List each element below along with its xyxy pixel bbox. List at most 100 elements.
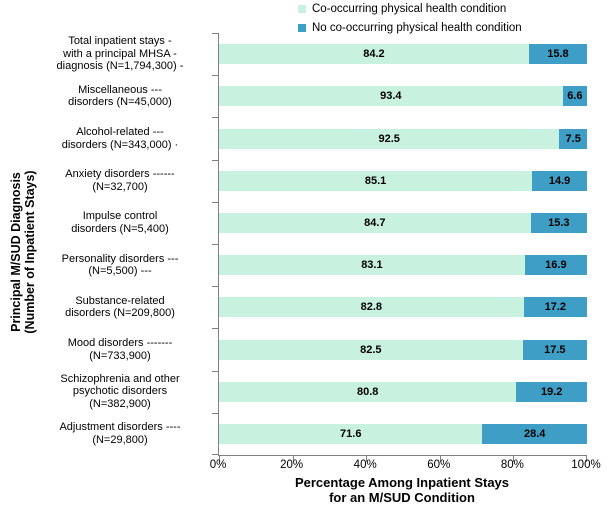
segment-value-label: 84.2 [363, 48, 385, 61]
stacked-bar: 84.2 15.8 [219, 44, 587, 65]
category-label: Anxiety disorders ------ (N=32,700) [65, 168, 175, 193]
segment-co-occurring: 71.6 [219, 423, 483, 444]
segment-value-label: 85.1 [364, 174, 387, 187]
stacked-bar: 83.1 16.9 [219, 255, 587, 276]
segment-value-label: 71.6 [340, 427, 362, 440]
x-axis-tick [292, 456, 294, 462]
x-axis-title-line2: for an M/SUD Condition [329, 490, 475, 505]
bar-row: 71.6 28.4 [219, 413, 587, 455]
segment-value-label: 83.1 [361, 259, 383, 272]
y-axis-title-line1: Principal M/SUD Diagnosis [9, 172, 23, 332]
segment-no-co-occurring: 15.8 [528, 44, 587, 65]
segment-no-co-occurring: 7.5 [559, 128, 587, 149]
bar-row: 82.5 17.5 [219, 328, 587, 370]
segment-value-label: 19.2 [540, 385, 563, 398]
x-axis-tick-label: 80% [500, 459, 524, 471]
x-axis-tick-label: 60% [427, 459, 451, 471]
x-axis-tick-label: 100% [571, 459, 601, 471]
segment-no-co-occurring: 15.3 [530, 212, 587, 233]
segment-no-co-occurring: 17.2 [523, 297, 587, 318]
y-axis-tick [212, 159, 218, 161]
segment-no-co-occurring: 17.5 [522, 339, 587, 360]
segment-co-occurring: 84.7 [219, 212, 531, 233]
category-label: Mood disorders ------- (N=733,900) [67, 337, 173, 362]
segment-no-co-occurring: 14.9 [532, 170, 587, 191]
category-label: Adjustment disorders ---- (N=29,800) [59, 421, 181, 446]
segment-co-occurring: 85.1 [219, 170, 533, 191]
segment-value-label: 93.4 [380, 90, 402, 103]
segment-co-occurring: 80.8 [219, 381, 517, 402]
y-axis-tick [212, 201, 218, 203]
segment-value-label: 80.8 [356, 385, 379, 398]
x-axis-tick-label: 20% [280, 459, 304, 471]
stacked-bar: 92.5 7.5 [219, 128, 587, 149]
x-axis-title: Percentage Among Inpatient Stays for an … [218, 475, 586, 505]
segment-co-occurring: 92.5 [219, 128, 560, 149]
legend-swatch-no-co-occurring-icon [298, 24, 306, 32]
category-label: Impulse control disorders (N=5,400) [71, 210, 169, 235]
segment-co-occurring: 82.5 [219, 339, 523, 360]
category-label: Miscellaneous --- disorders (N=45,000) [68, 83, 172, 109]
legend-label: No co-occurring physical health conditio… [312, 22, 522, 34]
segment-co-occurring: 82.8 [219, 297, 524, 318]
segment-co-occurring: 83.1 [219, 255, 525, 276]
segment-no-co-occurring: 19.2 [516, 381, 587, 402]
segment-value-label: 84.7 [364, 216, 386, 229]
segment-value-label: 15.8 [547, 48, 569, 61]
category-label: Alcohol-related --- disorders (N=343,000)… [61, 126, 179, 151]
segment-co-occurring: 93.4 [219, 86, 563, 107]
segment-value-label: 17.5 [544, 343, 566, 356]
x-axis-tick [439, 456, 441, 462]
legend-item-no-co-occurring: No co-occurring physical health conditio… [298, 22, 522, 34]
segment-value-label: 16.9 [545, 259, 567, 272]
stacked-bar: 82.8 17.2 [219, 297, 587, 318]
bar-row: 80.8 19.2 [219, 371, 587, 413]
bar-row: 83.1 16.9 [219, 244, 587, 286]
y-axis-tick [212, 328, 218, 330]
segment-value-label: 92.5 [378, 132, 400, 145]
segment-no-co-occurring: 6.6 [562, 86, 587, 107]
segment-value-label: 7.5 [565, 132, 581, 145]
y-axis-tick [212, 454, 218, 455]
category-label: Schizophrenia and other psychotic disorde… [60, 372, 180, 410]
segment-value-label: 6.6 [567, 90, 583, 103]
bar-row: 84.2 15.8 [219, 33, 587, 75]
segment-value-label: 15.3 [548, 216, 570, 229]
segment-value-label: 28.4 [524, 427, 546, 440]
y-axis-tick [212, 33, 218, 34]
bar-row: 93.4 6.6 [219, 75, 587, 117]
stacked-bar: 84.7 15.3 [219, 212, 587, 233]
segment-no-co-occurring: 16.9 [524, 255, 587, 276]
legend: Co-occurring physical health condition N… [298, 3, 522, 34]
y-axis-tick [212, 370, 218, 372]
segment-no-co-occurring: 28.4 [482, 423, 587, 444]
bar-row: 82.8 17.2 [219, 286, 587, 328]
x-axis-tick [513, 456, 515, 462]
x-axis-tick-label: 0% [209, 459, 227, 471]
x-axis-tick [219, 456, 220, 462]
x-axis-tick [586, 456, 587, 462]
y-axis-tick [212, 117, 218, 119]
category-labels: Total inpatient stays - with a principal … [28, 33, 212, 455]
segment-co-occurring: 84.2 [219, 44, 529, 65]
stacked-bar: 71.6 28.4 [219, 423, 587, 444]
bar-row: 84.7 15.3 [219, 202, 587, 244]
bar-row: 92.5 7.5 [219, 117, 587, 159]
x-axis-tick-label: 40% [353, 459, 377, 471]
legend-swatch-co-occurring-icon [298, 5, 306, 13]
segment-value-label: 17.2 [544, 301, 567, 314]
x-axis-title-line1: Percentage Among Inpatient Stays [294, 475, 510, 490]
stacked-bar: 82.5 17.5 [219, 339, 587, 360]
bar-row: 85.1 14.9 [219, 160, 587, 202]
y-axis-tick [212, 286, 218, 288]
legend-label: Co-occurring physical health condition [312, 3, 507, 15]
segment-value-label: 14.9 [548, 174, 571, 187]
category-label: Personality disorders --- (N=5,500) --- [61, 252, 179, 278]
stacked-bar: 85.1 14.9 [219, 170, 587, 191]
x-axis-tick [366, 456, 368, 462]
stacked-bar: 80.8 19.2 [219, 381, 587, 402]
plot-area: 84.2 15.8 93.4 6.6 92.5 7.5 85.1 14.9 84.7 15.3 83… [212, 33, 587, 462]
category-label: Total inpatient stays - with a principal … [56, 35, 184, 73]
category-label: Substance-related disorders (N=209,800) [65, 294, 175, 320]
